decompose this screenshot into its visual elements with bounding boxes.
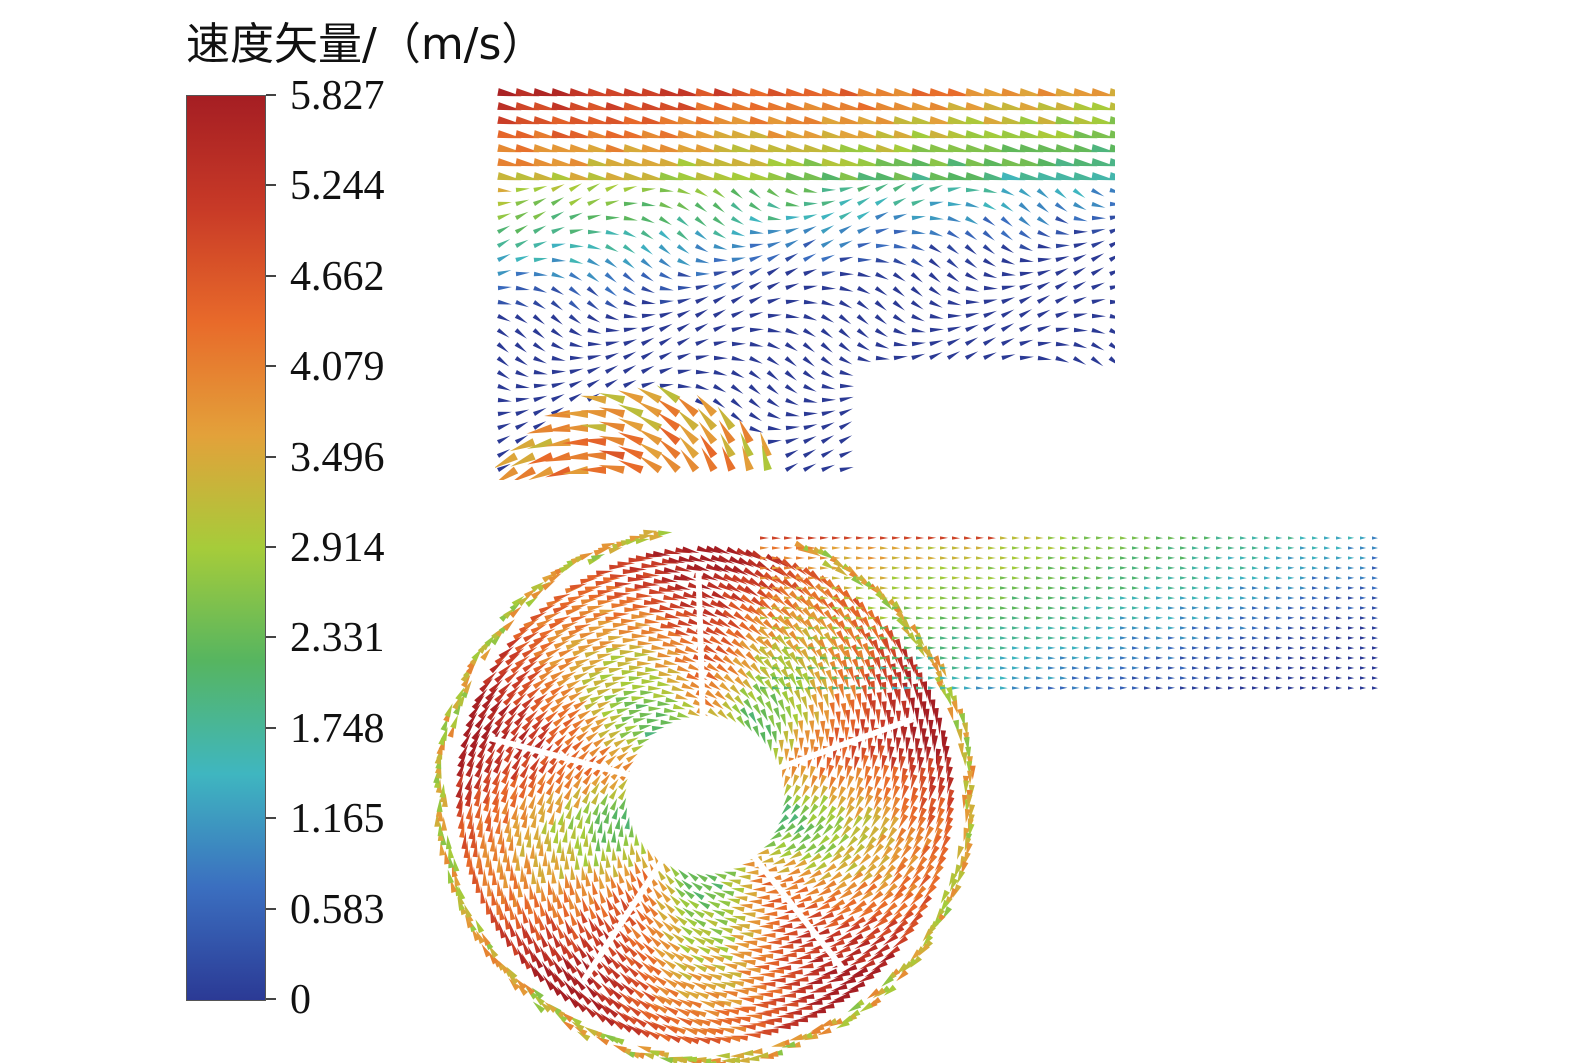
colorbar-tick-label: 5.827 <box>290 73 385 119</box>
colorbar-tick <box>266 726 276 729</box>
colorbar-tick-label: 4.079 <box>290 344 385 391</box>
colorbar-tick-label: 4.662 <box>290 253 385 300</box>
zoomed-inset-view <box>495 88 1115 480</box>
colorbar-tick <box>266 907 276 910</box>
colorbar-tick-label: 3.496 <box>290 434 385 481</box>
colorbar-tick-label: 5.244 <box>290 163 385 210</box>
pump-vector-view <box>433 529 1378 1063</box>
colorbar-tick <box>266 636 276 639</box>
colorbar-tick-label: 1.165 <box>290 796 385 843</box>
colorbar-tick <box>266 455 276 458</box>
colorbar-tick-label: 0.583 <box>290 886 385 933</box>
colorbar-tick <box>266 365 276 368</box>
legend-title: 速度矢量/（m/s） <box>186 19 546 70</box>
colorbar-tick <box>266 184 276 187</box>
colorbar <box>186 95 266 1001</box>
colorbar-tick <box>266 546 276 548</box>
colorbar-tick-label: 2.331 <box>290 615 385 662</box>
colorbar-tick <box>266 274 276 277</box>
colorbar-tick-label: 1.748 <box>290 705 385 752</box>
colorbar-tick <box>266 817 276 820</box>
colorbar-tick <box>266 94 276 96</box>
colorbar-tick-label: 2.914 <box>290 525 385 571</box>
colorbar-tick-label: 0 <box>290 977 311 1023</box>
colorbar-tick <box>266 998 276 1000</box>
